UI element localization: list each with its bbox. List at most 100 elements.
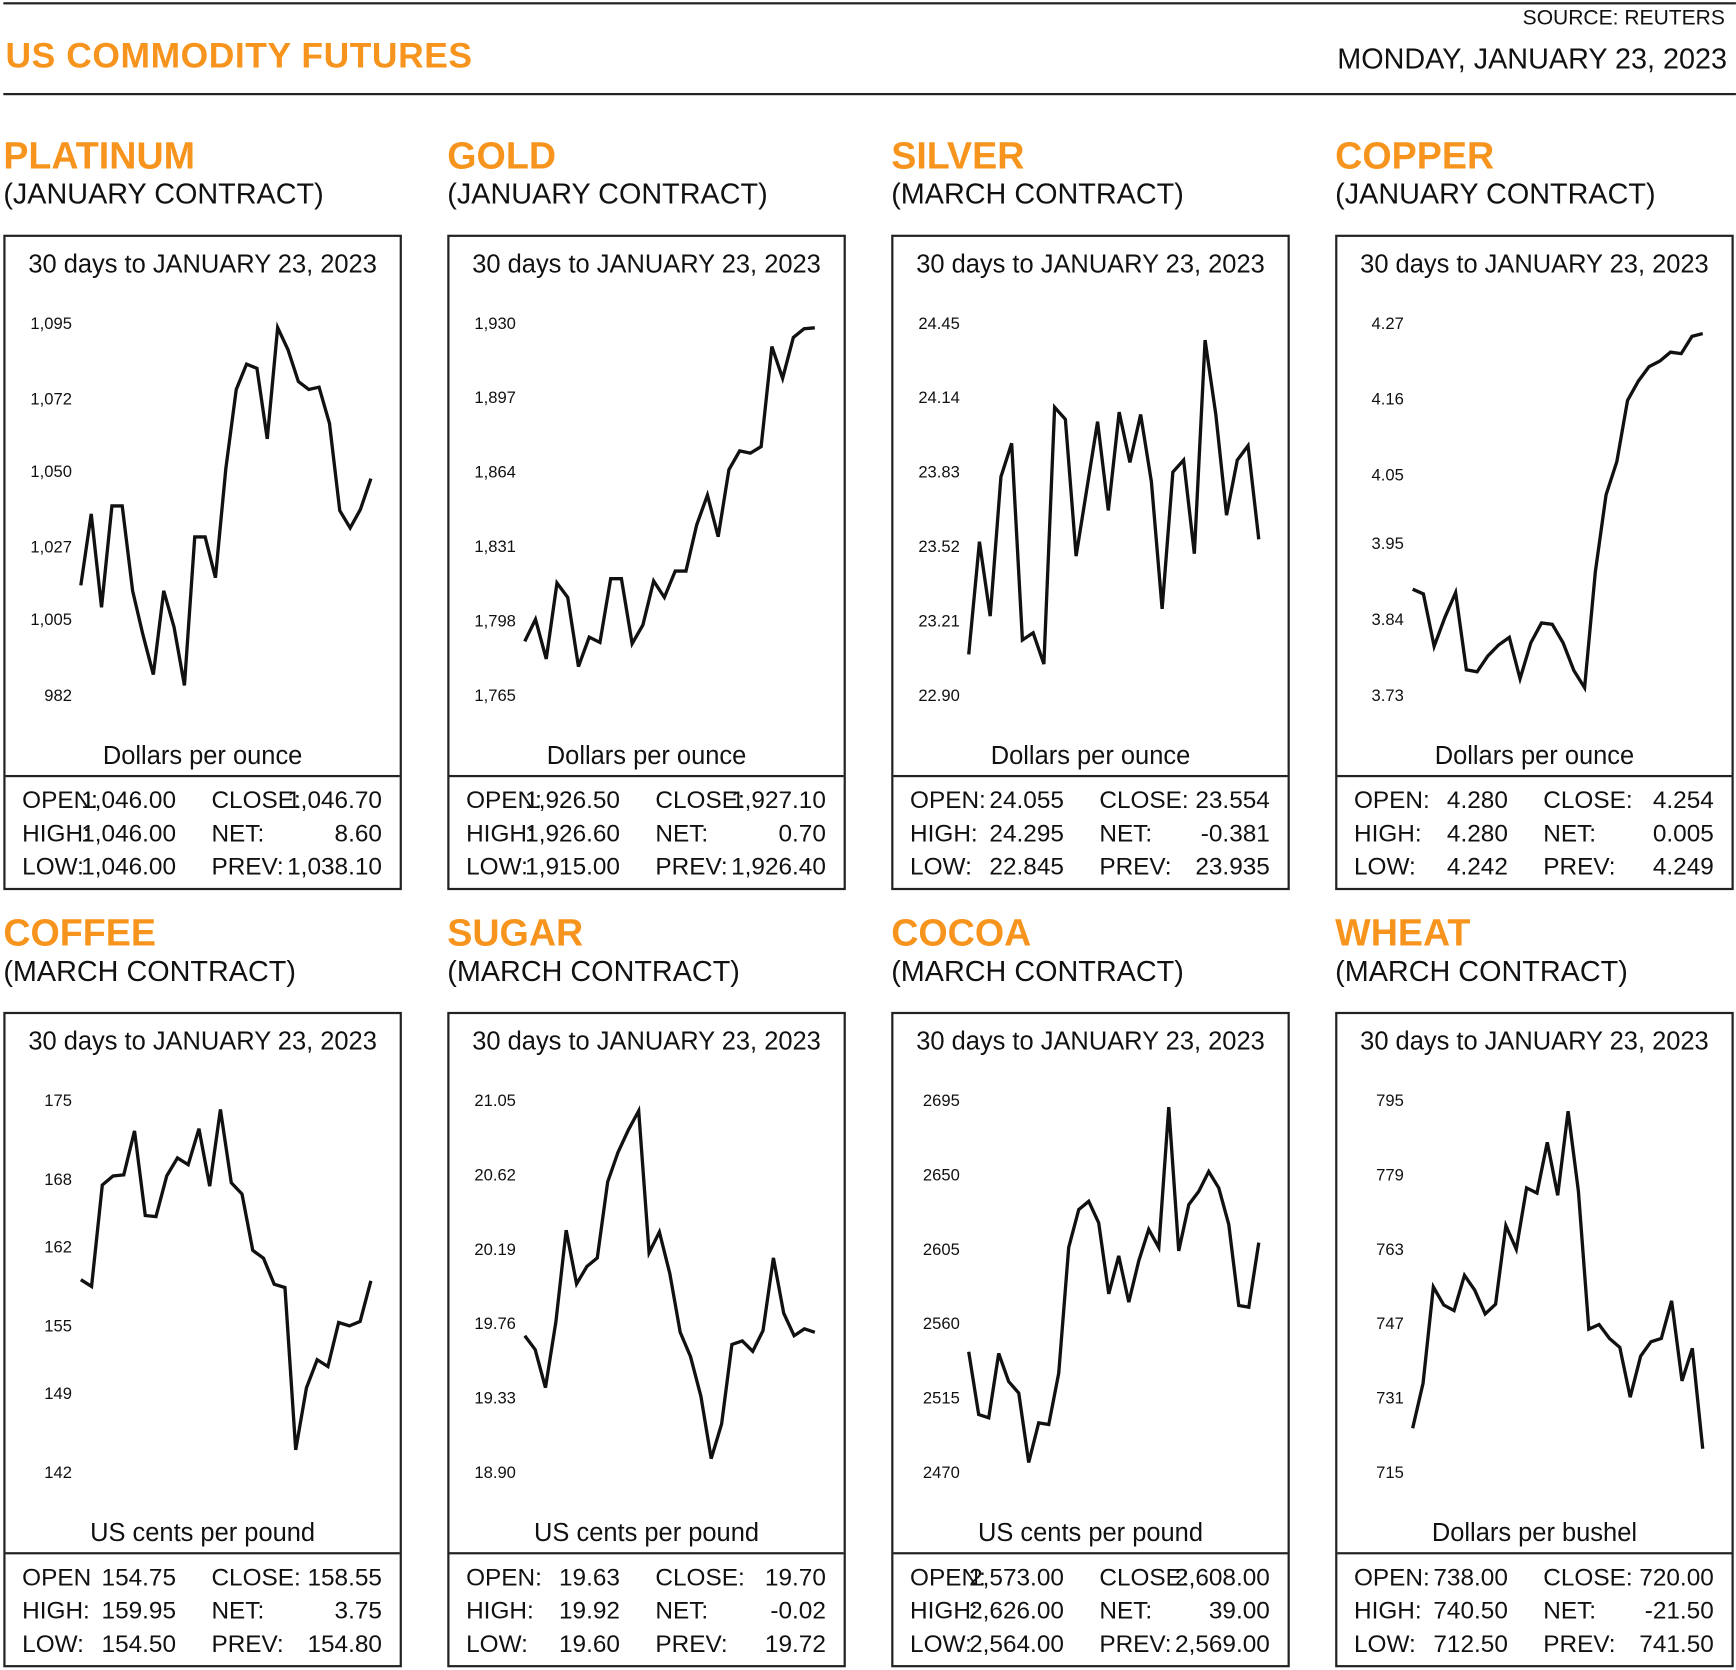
high-label: HIGH: — [1353, 819, 1422, 847]
stats-row: HIGH: 740.50 NET: -21.50 — [1337, 1596, 1731, 1629]
line-chart: 30 days to JANUARY 23, 2023 US cents per … — [916, 1028, 1265, 1548]
y-tick-label: 1,027 — [30, 538, 72, 557]
unit-label: Dollars per ounce — [1435, 742, 1635, 770]
close-label: CLOSE: — [1543, 786, 1633, 814]
stats-row: OPEN: 1,926.50 CLOSE: 1,927.10 — [449, 786, 843, 819]
low-label: LOW: — [910, 1629, 972, 1658]
line-chart: 30 days to JANUARY 23, 2023 US cents per … — [28, 1028, 377, 1548]
y-tick-label: 3.73 — [1372, 686, 1404, 705]
stats-table: OPEN: 2,573.00 CLOSE: 2,608.00 HIGH: 2,626.0… — [893, 1563, 1287, 1663]
stats-row: LOW: 4.242 PREV: 4.249 — [1337, 852, 1731, 885]
prev-value: 154.80 — [307, 1629, 382, 1658]
y-tick-label: 18.90 — [474, 1463, 516, 1482]
y-tick-label: 162 — [44, 1238, 72, 1257]
net-label: NET: — [1543, 1596, 1597, 1625]
open-value: 154.75 — [101, 1563, 177, 1591]
y-tick-label: 24.45 — [918, 314, 960, 333]
chart-title: 30 days to JANUARY 23, 2023 — [1360, 250, 1709, 278]
price-line — [523, 326, 815, 668]
prev-value: 1,926.40 — [731, 852, 826, 881]
chart-panel: 30 days to JANUARY 23, 2023 US cents per … — [447, 1011, 846, 1668]
y-tick-label: 23.21 — [918, 611, 960, 630]
line-chart: 30 days to JANUARY 23, 2023 Dollars per o… — [472, 250, 821, 770]
chart-panel: 30 days to JANUARY 23, 2023 Dollars per o… — [447, 234, 846, 891]
low-label: LOW: — [910, 852, 972, 881]
stats-row: LOW: 154.50 PREV: 154.80 — [6, 1630, 400, 1663]
net-label: NET: — [1543, 819, 1597, 847]
stats-divider — [893, 774, 1288, 778]
prev-label: PREV: — [1099, 1629, 1172, 1658]
stats-row: OPEN: 24.055 CLOSE: 23.554 — [893, 786, 1287, 819]
close-value: 4.254 — [1652, 786, 1714, 814]
stats-row: LOW: 2,564.00 PREV: 2,569.00 — [893, 1630, 1287, 1663]
y-tick-label: 747 — [1376, 1314, 1404, 1333]
prev-value: 2,569.00 — [1175, 1629, 1270, 1658]
stats-row: OPEN: 4.280 CLOSE: 4.254 — [1337, 786, 1731, 819]
low-value: 1,046.00 — [81, 852, 177, 881]
close-value: 19.70 — [764, 1563, 826, 1591]
stats-table: OPEN: 24.055 CLOSE: 23.554 HIGH: 24.295 NET: -… — [893, 786, 1287, 886]
commodity-name: SILVER — [891, 135, 1025, 178]
contract-label: (JANUARY CONTRACT) — [447, 177, 768, 211]
y-tick-label: 21.05 — [474, 1091, 516, 1110]
chart-title: 30 days to JANUARY 23, 2023 — [28, 250, 377, 278]
price-line — [1411, 1110, 1705, 1449]
price-line — [523, 1105, 816, 1460]
stats-row: HIGH: 1,926.60 NET: 0.70 — [449, 819, 843, 852]
low-label: LOW: — [22, 1629, 84, 1658]
y-tick-label: 155 — [44, 1316, 72, 1335]
unit-label: US cents per pound — [978, 1519, 1203, 1547]
prev-label: PREV: — [655, 1629, 728, 1658]
net-value: 0.005 — [1652, 819, 1714, 847]
stats-row: LOW: 1,915.00 PREV: 1,926.40 — [449, 852, 843, 885]
chart-panel: 30 days to JANUARY 23, 2023 Dollars per o… — [3, 234, 402, 891]
y-tick-label: 20.19 — [474, 1240, 516, 1259]
line-chart: 30 days to JANUARY 23, 2023 Dollars per o… — [1360, 250, 1709, 770]
open-value: 1,926.50 — [525, 786, 620, 814]
low-value: 712.50 — [1433, 1629, 1508, 1658]
high-value: 159.95 — [101, 1596, 177, 1625]
price-line — [967, 1106, 1261, 1463]
stats-row: HIGH: 2,626.00 NET: 39.00 — [893, 1596, 1287, 1629]
y-tick-label: 779 — [1376, 1165, 1404, 1184]
prev-label: PREV: — [211, 1629, 284, 1658]
net-value: 8.60 — [334, 819, 382, 847]
y-tick-label: 2515 — [923, 1389, 960, 1408]
y-tick-label: 4.27 — [1372, 314, 1404, 333]
header-rule — [3, 92, 1736, 96]
close-label: CLOSE: — [1099, 786, 1189, 814]
stats-table: OPEN: 4.280 CLOSE: 4.254 HIGH: 4.280 NET: 0.00… — [1337, 786, 1731, 886]
stats-row: OPEN: 2,573.00 CLOSE: 2,608.00 — [893, 1563, 1287, 1596]
close-value: 2,608.00 — [1175, 1563, 1270, 1591]
low-label: LOW: — [1353, 1629, 1416, 1658]
stats-row: HIGH: 159.95 NET: 3.75 — [6, 1596, 400, 1629]
net-label: NET: — [655, 819, 709, 847]
unit-label: Dollars per bushel — [1432, 1519, 1637, 1547]
page-date: MONDAY, JANUARY 23, 2023 — [1337, 42, 1728, 76]
low-value: 19.60 — [559, 1629, 620, 1658]
stats-row: HIGH: 4.280 NET: 0.005 — [1337, 819, 1731, 852]
commodity-name: COCOA — [891, 912, 1032, 955]
chart-panel: 30 days to JANUARY 23, 2023 US cents per … — [3, 1011, 402, 1668]
contract-label: (MARCH CONTRACT) — [1335, 954, 1628, 988]
page-title: US COMMODITY FUTURES — [5, 35, 473, 76]
high-value: 1,046.00 — [81, 819, 177, 847]
y-tick-label: 142 — [44, 1463, 72, 1482]
y-tick-label: 2605 — [923, 1240, 960, 1259]
stats-row: OPEN: 738.00 CLOSE: 720.00 — [1337, 1563, 1731, 1596]
y-tick-label: 1,050 — [30, 462, 72, 481]
stats-row: LOW: 1,046.00 PREV: 1,038.10 — [6, 852, 400, 885]
open-label: OPEN: — [1353, 1563, 1430, 1591]
low-label: LOW: — [1353, 852, 1416, 881]
low-label: LOW: — [466, 852, 528, 881]
contract-label: (MARCH CONTRACT) — [3, 954, 296, 988]
chart-panel: 30 days to JANUARY 23, 2023 Dollars per o… — [1335, 234, 1734, 891]
y-tick-label: 795 — [1376, 1091, 1404, 1110]
stats-table: OPEN: 1,046.00 CLOSE: 1,046.70 HIGH: 1,046.0… — [6, 786, 400, 886]
high-value: 1,926.60 — [525, 819, 620, 847]
stats-row: LOW: 712.50 PREV: 741.50 — [1337, 1630, 1731, 1663]
stats-row: OPEN: 19.63 CLOSE: 19.70 — [449, 1563, 843, 1596]
prev-value: 23.935 — [1195, 852, 1270, 881]
unit-label: US cents per pound — [534, 1519, 759, 1547]
high-label: HIGH: — [22, 819, 90, 847]
